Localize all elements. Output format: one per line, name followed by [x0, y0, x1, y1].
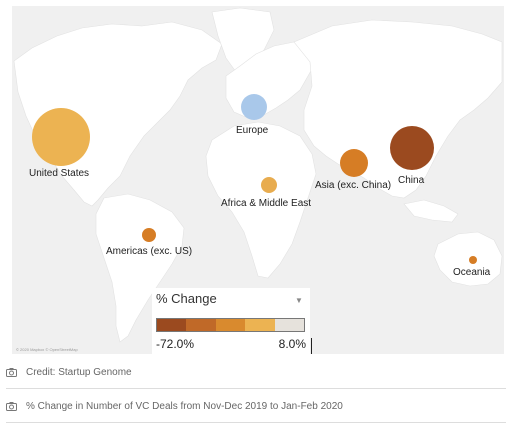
- label-europe: Europe: [236, 125, 269, 136]
- southeast-asia-islands: [403, 199, 459, 223]
- australia-landmass: [433, 231, 503, 287]
- bubble-asia-exc-china[interactable]: [340, 149, 368, 177]
- legend-swatch: [157, 319, 187, 331]
- bubble-united-states[interactable]: [32, 108, 90, 166]
- bubble-china[interactable]: [390, 126, 434, 170]
- asia-landmass: [293, 19, 503, 199]
- legend-min-label: -72.0%: [156, 337, 195, 351]
- legend-swatch: [274, 319, 305, 331]
- camera-icon: [6, 368, 17, 377]
- legend-title: % Change: [156, 291, 217, 306]
- world-map: United States Europe China Asia (exc. Ch…: [12, 6, 504, 354]
- color-legend: % Change ▼ -72.0% 8.0%: [152, 288, 310, 354]
- map-canvas: United States Europe China Asia (exc. Ch…: [13, 7, 503, 343]
- south-america-landmass: [95, 193, 185, 343]
- label-united-states: United States: [29, 168, 89, 179]
- caption-divider: [6, 422, 506, 423]
- label-africa-middle-east: Africa & Middle East: [221, 198, 311, 209]
- legend-swatch: [215, 319, 246, 331]
- text-cursor: [311, 338, 312, 354]
- caret-down-icon[interactable]: ▼: [295, 296, 303, 305]
- label-china: China: [398, 175, 425, 186]
- label-asia-exc-china: Asia (exc. China): [315, 180, 391, 191]
- legend-max-label: 8.0%: [278, 337, 306, 351]
- bubble-europe[interactable]: [241, 94, 267, 120]
- credit-caption: Credit: Startup Genome: [6, 367, 506, 378]
- bubble-oceania[interactable]: [469, 256, 477, 264]
- label-americas-exc-us: Americas (exc. US): [106, 246, 192, 257]
- map-attribution: © 2020 Mapbox © OpenStreetMap: [16, 347, 78, 352]
- legend-swatch: [186, 319, 216, 331]
- bubble-africa-middle-east[interactable]: [261, 177, 277, 193]
- legend-color-scale: [156, 318, 305, 332]
- camera-icon: [6, 402, 17, 411]
- bubble-americas-exc-us[interactable]: [142, 228, 156, 242]
- africa-landmass: [205, 121, 317, 279]
- credit-text: Credit: Startup Genome: [26, 367, 132, 378]
- label-oceania: Oceania: [453, 267, 491, 278]
- description-text: % Change in Number of VC Deals from Nov-…: [26, 401, 343, 412]
- caption-divider: [6, 388, 506, 389]
- description-caption: % Change in Number of VC Deals from Nov-…: [6, 401, 506, 412]
- legend-swatch: [245, 319, 275, 331]
